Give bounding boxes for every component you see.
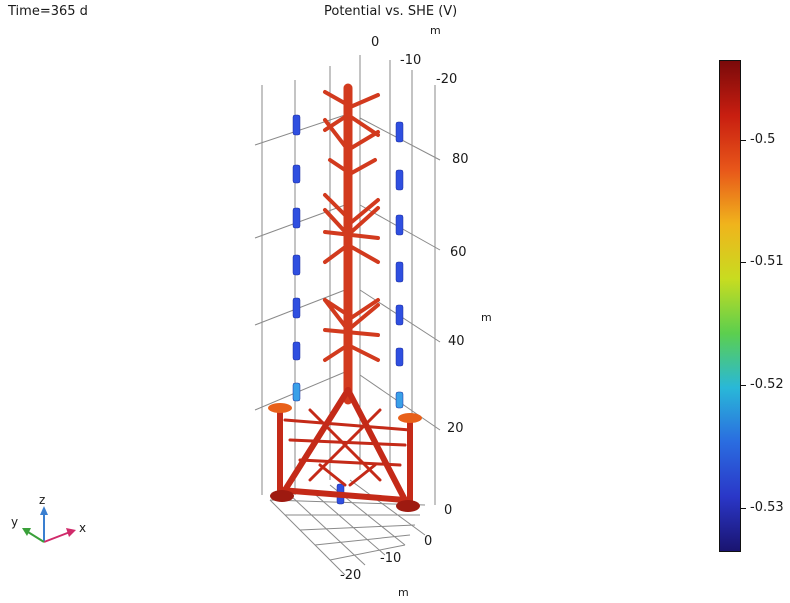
colorbar bbox=[719, 60, 741, 552]
top-unit: m bbox=[430, 24, 441, 37]
z-tick-80: 80 bbox=[452, 152, 469, 167]
z-tick-60: 60 bbox=[450, 245, 467, 260]
colorbar-tick-mark bbox=[741, 140, 746, 141]
plot-title: Potential vs. SHE (V) bbox=[324, 4, 458, 19]
bottom-tick-10: -10 bbox=[380, 551, 402, 566]
z-unit: m bbox=[481, 311, 492, 324]
colorbar-tick-label: -0.53 bbox=[750, 500, 784, 515]
jacket-structure bbox=[277, 83, 413, 508]
axis-triad bbox=[22, 506, 76, 543]
time-label: Time=365 d bbox=[8, 4, 88, 19]
z-tick-40: 40 bbox=[448, 334, 465, 349]
leg-caps bbox=[268, 403, 422, 512]
z-tick-20: 20 bbox=[447, 421, 464, 436]
colorbar-tick-mark bbox=[741, 385, 746, 386]
bottom-tick-0: 0 bbox=[424, 534, 433, 549]
colorbar-tick-mark bbox=[741, 262, 746, 263]
colorbar-tick-label: -0.5 bbox=[750, 132, 776, 147]
triad-x-label: x bbox=[79, 521, 87, 535]
bottom-unit: m bbox=[398, 586, 409, 599]
z-tick-0: 0 bbox=[444, 503, 453, 518]
top-tick-20: -20 bbox=[436, 72, 458, 87]
triad-z-label: z bbox=[39, 493, 46, 507]
triad-y-label: y bbox=[11, 515, 19, 529]
bottom-tick-20: -20 bbox=[340, 568, 362, 583]
colorbar-tick-mark bbox=[741, 508, 746, 509]
top-tick-0: 0 bbox=[371, 35, 380, 50]
top-tick-10: -10 bbox=[400, 53, 422, 68]
colorbar-tick-label: -0.51 bbox=[750, 254, 784, 269]
colorbar-tick-label: -0.52 bbox=[750, 377, 784, 392]
anodes bbox=[292, 114, 404, 505]
